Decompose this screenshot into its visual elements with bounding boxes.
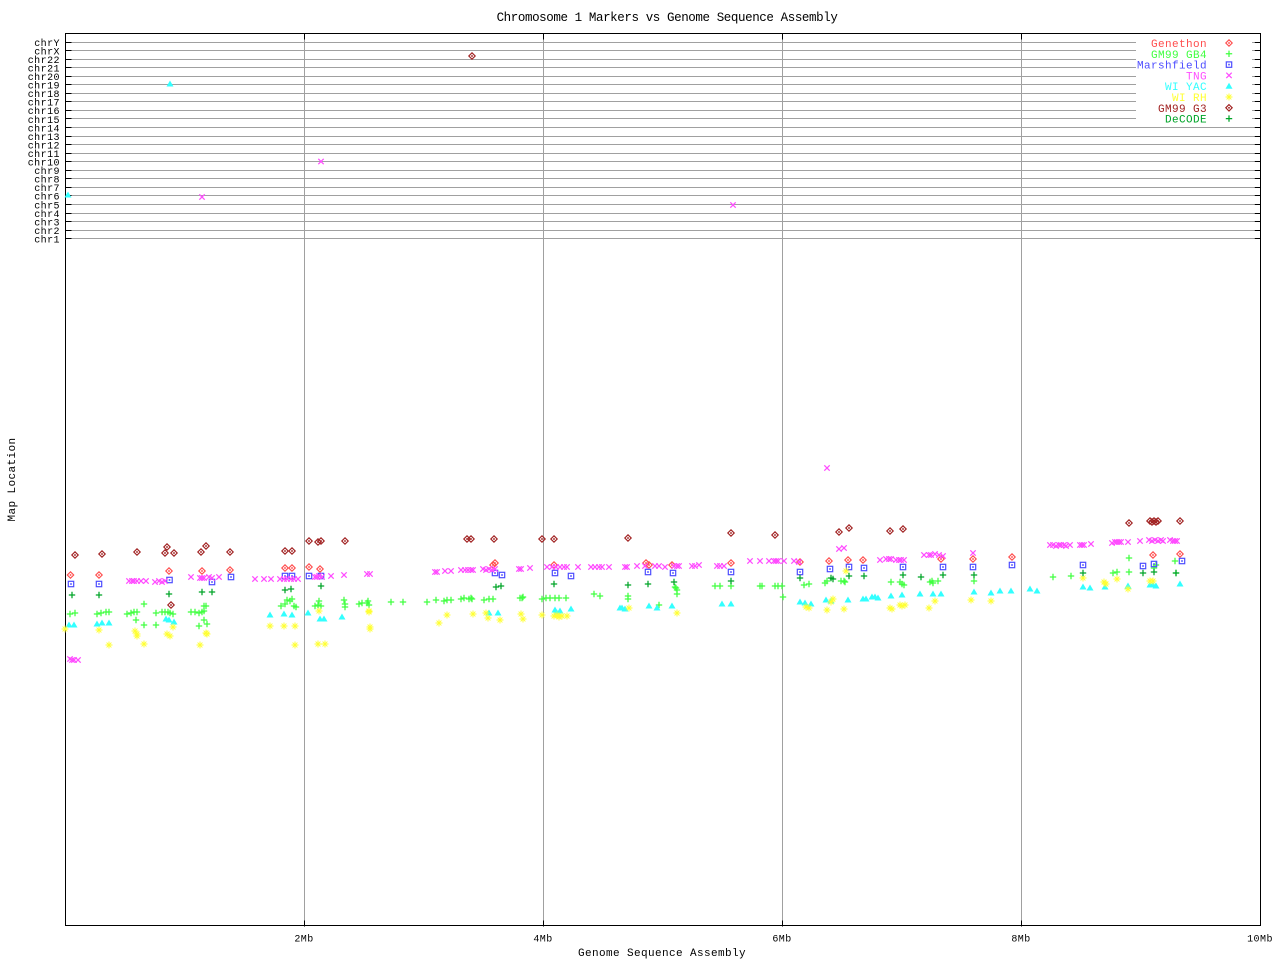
svg-text:chr12: chr12 (28, 140, 60, 152)
svg-text:chrY: chrY (34, 38, 60, 50)
svg-text:Map Location: Map Location (7, 437, 19, 521)
svg-text:Chromosome 1 Markers vs Genome: Chromosome 1 Markers vs Genome Sequence … (497, 11, 839, 25)
svg-text:chr1: chr1 (34, 235, 60, 247)
svg-text:TNG: TNG (1186, 71, 1207, 83)
svg-text:chr17: chr17 (28, 98, 60, 110)
svg-text:chr15: chr15 (28, 115, 60, 127)
svg-text:chr18: chr18 (28, 89, 60, 101)
svg-text:2Mb: 2Mb (294, 934, 313, 946)
svg-text:GM99 G3: GM99 G3 (1158, 104, 1207, 116)
svg-text:chr9: chr9 (34, 166, 60, 178)
svg-text:WI RH: WI RH (1172, 93, 1207, 105)
svg-text:chr5: chr5 (34, 200, 60, 212)
svg-text:chr19: chr19 (28, 81, 60, 93)
svg-text:chr6: chr6 (34, 192, 60, 204)
svg-text:Marshfield: Marshfield (1137, 61, 1207, 73)
svg-text:4Mb: 4Mb (533, 934, 552, 946)
svg-text:chr21: chr21 (28, 64, 60, 76)
svg-text:chr3: chr3 (34, 217, 60, 229)
svg-text:chr11: chr11 (28, 149, 60, 161)
svg-text:chr20: chr20 (28, 72, 60, 84)
svg-text:DeCODE: DeCODE (1165, 115, 1207, 127)
svg-text:Genethon: Genethon (1151, 39, 1207, 51)
svg-text:chr22: chr22 (28, 55, 60, 67)
svg-text:chr7: chr7 (34, 183, 60, 195)
svg-text:chr10: chr10 (28, 158, 60, 170)
svg-text:chr2: chr2 (34, 226, 60, 238)
svg-text:chr13: chr13 (28, 132, 60, 144)
svg-text:GM99 GB4: GM99 GB4 (1151, 50, 1207, 62)
svg-text:chr16: chr16 (28, 106, 60, 118)
svg-text:10Mb: 10Mb (1247, 934, 1273, 946)
svg-text:chr8: chr8 (34, 175, 60, 187)
svg-text:6Mb: 6Mb (772, 934, 791, 946)
svg-text:chrX: chrX (34, 46, 60, 58)
svg-text:Genome Sequence Assembly: Genome Sequence Assembly (578, 948, 746, 960)
svg-text:chr14: chr14 (28, 123, 60, 135)
svg-text:8Mb: 8Mb (1011, 934, 1030, 946)
svg-text:chr4: chr4 (34, 209, 60, 221)
svg-text:WI YAC: WI YAC (1165, 82, 1207, 94)
